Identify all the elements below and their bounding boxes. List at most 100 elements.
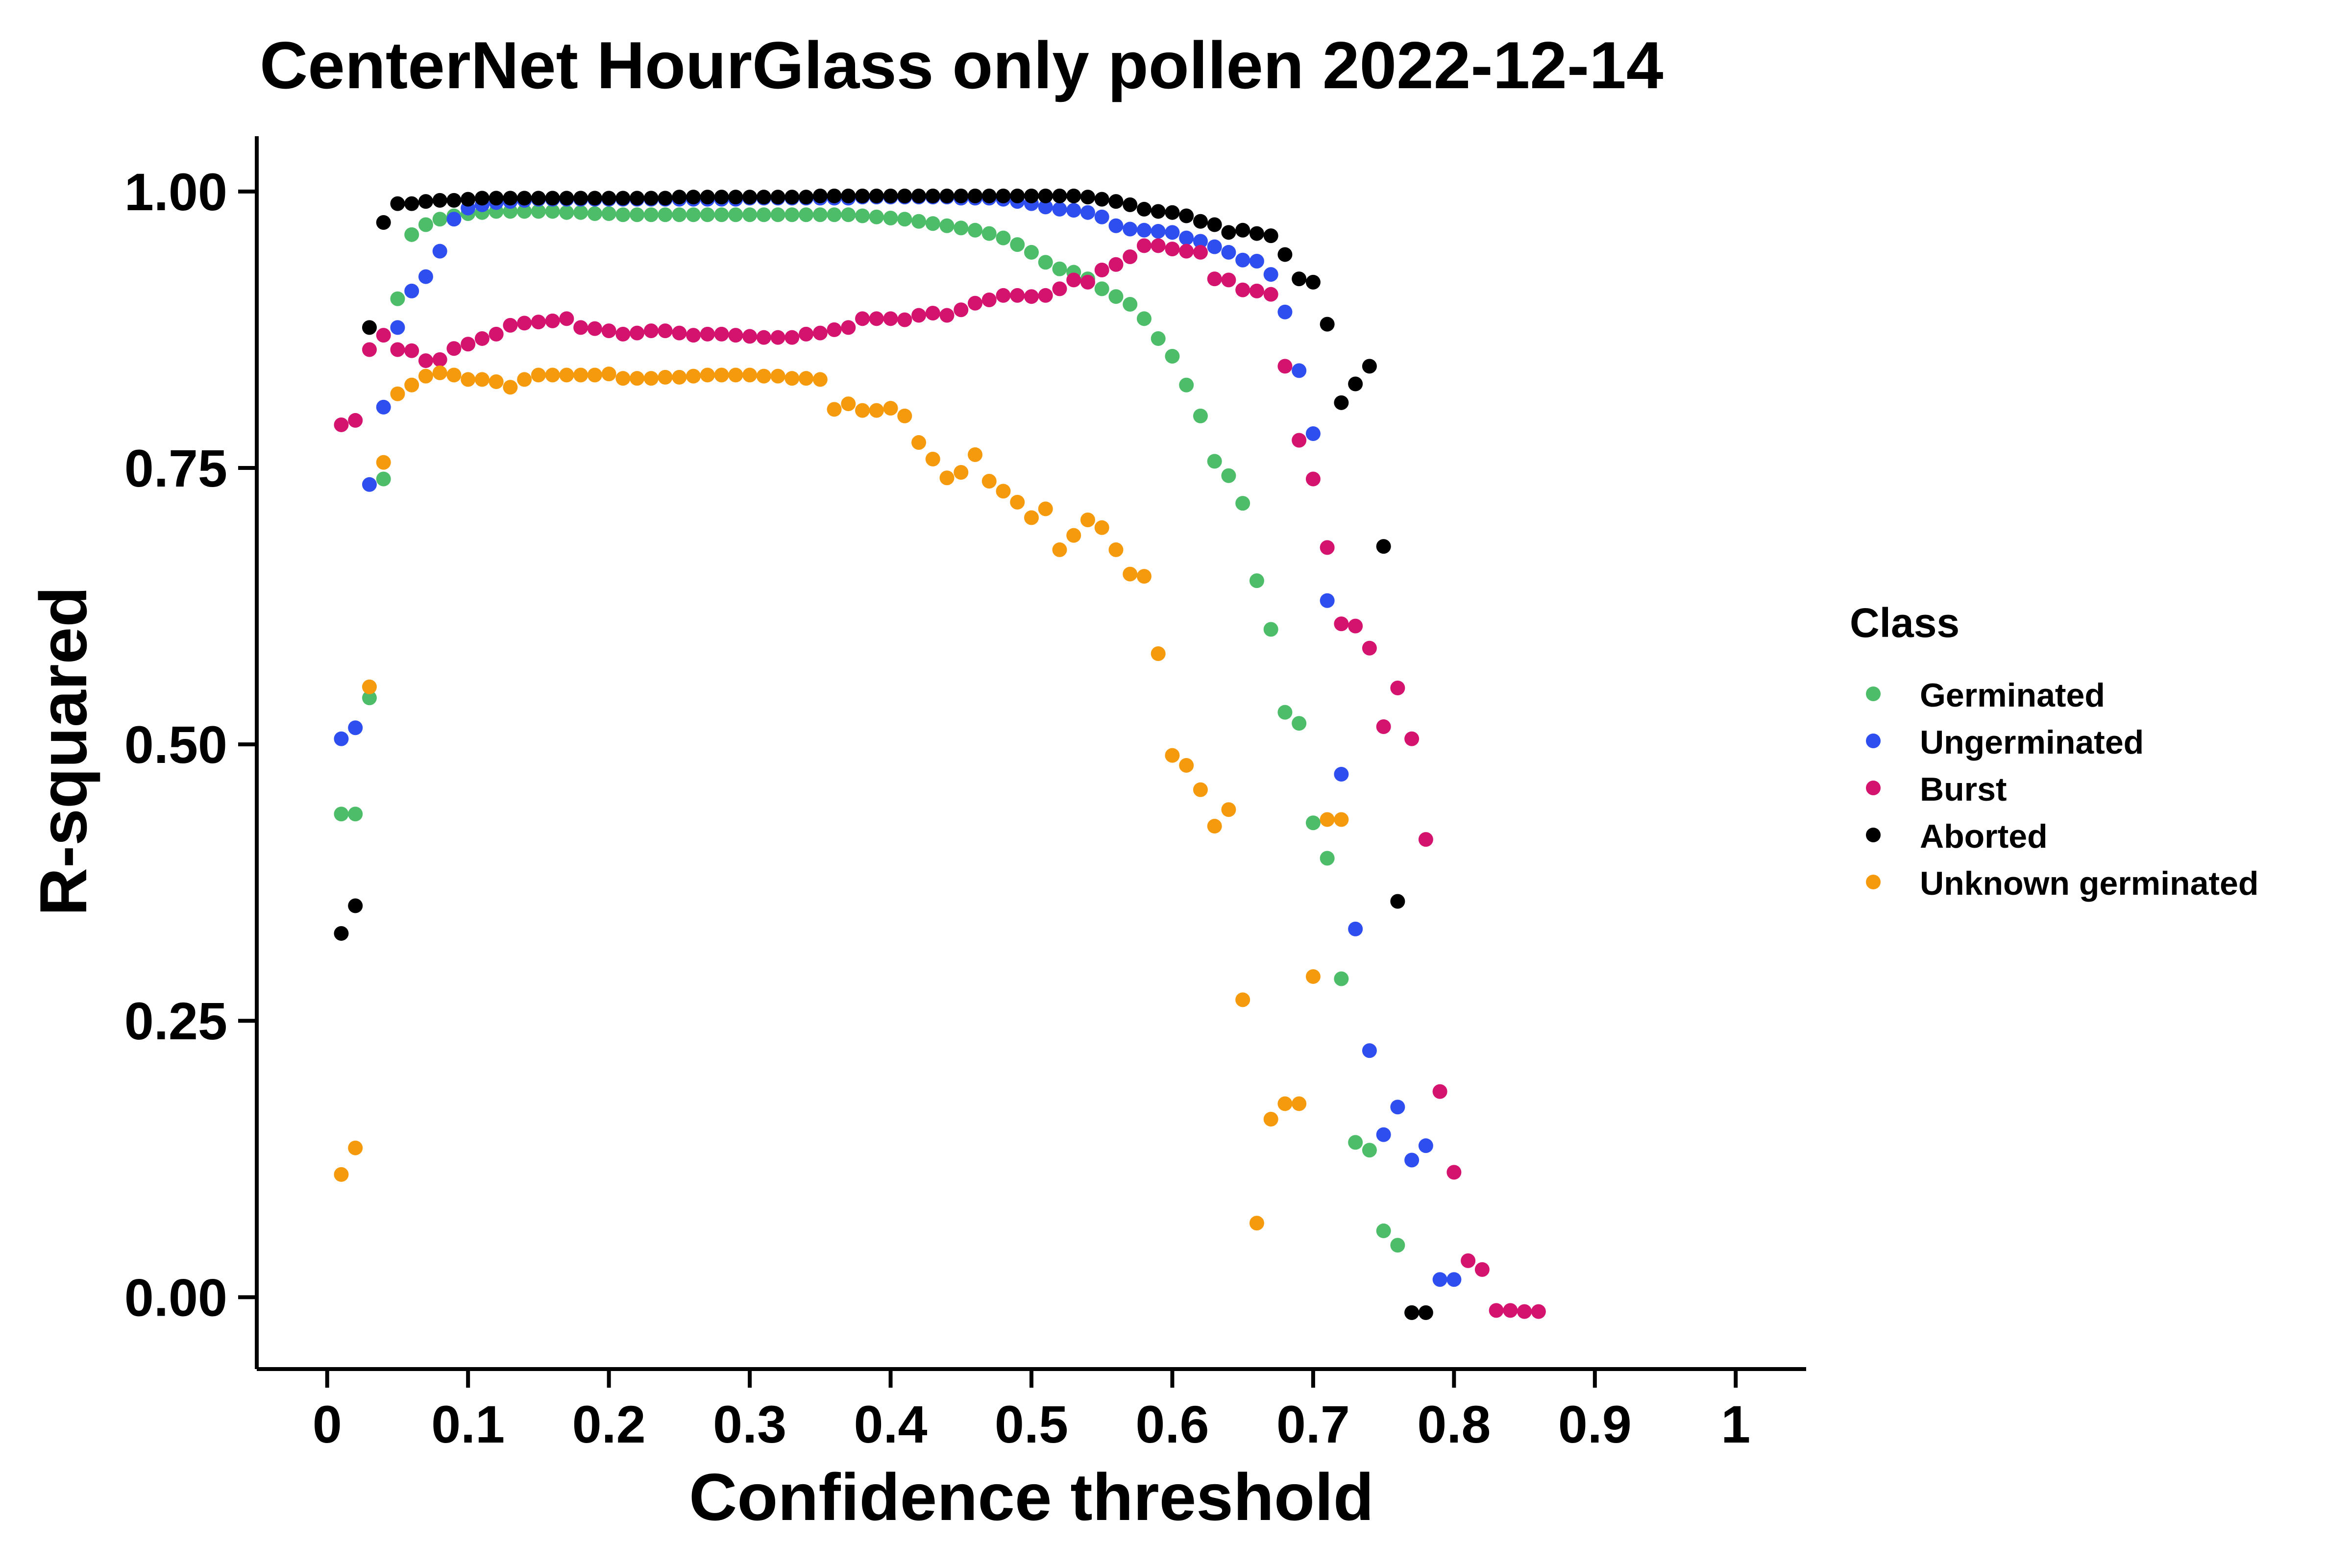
x-tick-label: 0.9 — [1558, 1395, 1632, 1454]
x-tick-label: 0.7 — [1276, 1395, 1350, 1454]
data-point — [630, 371, 645, 386]
y-tick-label: 0.25 — [124, 991, 227, 1051]
data-point — [911, 214, 927, 229]
data-point — [869, 209, 884, 224]
data-point — [1461, 1253, 1476, 1268]
data-point — [981, 292, 997, 307]
data-point — [1390, 1238, 1405, 1253]
data-point — [1474, 1262, 1490, 1277]
data-point — [1052, 201, 1067, 217]
data-point — [1263, 287, 1278, 302]
data-point — [1418, 1138, 1433, 1153]
data-point — [827, 188, 842, 203]
data-point — [1390, 1100, 1405, 1115]
data-point — [1010, 494, 1025, 510]
data-point — [503, 191, 518, 206]
data-point — [855, 208, 870, 223]
data-point — [1221, 225, 1236, 240]
data-point — [432, 365, 447, 380]
data-point — [1432, 1272, 1447, 1287]
data-point — [968, 447, 983, 462]
data-point — [770, 330, 785, 345]
data-point — [615, 326, 631, 342]
data-point — [954, 220, 969, 236]
data-point — [1362, 1143, 1377, 1158]
data-point — [573, 191, 588, 206]
data-point — [1305, 426, 1321, 441]
data-point — [939, 470, 955, 486]
data-point — [686, 207, 701, 222]
data-point — [432, 244, 447, 259]
data-point — [1503, 1303, 1518, 1318]
legend-items: Germinated Ungerminated Burst Aborted Unknow… — [1866, 677, 2258, 902]
data-point — [728, 207, 743, 222]
data-point — [869, 188, 884, 203]
data-point — [474, 191, 490, 206]
data-point — [1123, 296, 1138, 312]
data-point — [799, 207, 814, 222]
legend-title: Class — [1850, 600, 1960, 646]
data-point — [1334, 395, 1349, 410]
data-point — [334, 807, 349, 822]
data-point — [1320, 851, 1335, 866]
data-point — [799, 326, 814, 342]
data-point — [925, 216, 940, 231]
data-point — [446, 341, 462, 356]
data-point — [1348, 618, 1363, 634]
data-point — [1066, 188, 1081, 203]
data-point — [1404, 731, 1420, 746]
data-point — [559, 191, 574, 206]
data-point — [1038, 288, 1053, 303]
data-point — [517, 372, 532, 387]
data-point — [1165, 205, 1180, 220]
data-point — [390, 196, 405, 211]
data-point — [1024, 188, 1039, 203]
data-point — [446, 193, 462, 208]
data-point — [996, 230, 1011, 245]
data-point — [700, 368, 715, 383]
data-point — [1136, 569, 1152, 584]
data-point — [446, 368, 462, 383]
data-point — [587, 321, 602, 336]
data-point — [1292, 716, 1307, 731]
data-point — [461, 372, 476, 387]
data-point — [489, 326, 504, 342]
data-point — [812, 188, 828, 203]
data-point — [1207, 239, 1222, 254]
data-point — [1136, 311, 1152, 326]
data-point — [855, 188, 870, 203]
data-point — [1277, 359, 1293, 374]
data-point — [812, 372, 828, 387]
legend-item: Unknown germinated — [1866, 865, 2258, 902]
data-point — [672, 207, 687, 222]
data-point — [587, 206, 602, 221]
data-point — [559, 368, 574, 383]
data-point — [1221, 468, 1236, 483]
data-point — [334, 1167, 349, 1182]
data-point — [1038, 188, 1053, 203]
data-point — [1432, 1084, 1447, 1099]
data-point — [981, 226, 997, 241]
data-point — [939, 188, 955, 203]
data-point — [1094, 263, 1109, 278]
data-point — [1066, 203, 1081, 218]
data-point — [911, 308, 927, 323]
data-point — [1235, 252, 1250, 268]
data-point — [1446, 1272, 1462, 1287]
data-point — [1390, 894, 1405, 909]
data-point — [601, 323, 616, 339]
data-point — [799, 371, 814, 386]
data-point — [714, 207, 729, 222]
x-tick-label: 0.4 — [854, 1395, 927, 1454]
data-point — [883, 188, 898, 203]
data-point — [1249, 253, 1264, 269]
data-point — [1108, 542, 1124, 557]
data-point — [1305, 815, 1321, 831]
data-point — [841, 207, 856, 222]
data-point — [1179, 230, 1194, 245]
data-point — [1108, 218, 1124, 233]
data-point — [812, 325, 828, 341]
data-point — [742, 368, 758, 383]
data-point — [1123, 566, 1138, 582]
